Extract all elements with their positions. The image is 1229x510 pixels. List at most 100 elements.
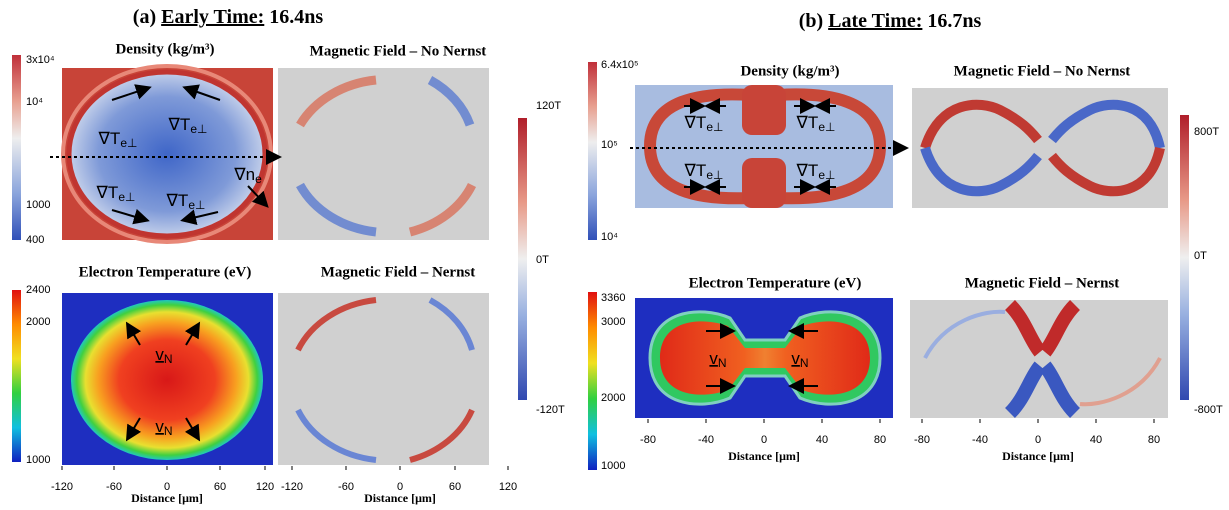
panel-time: 16.4ns: [269, 6, 323, 28]
panel-time: 16.7ns: [927, 10, 981, 32]
annotation: ∇ne: [233, 165, 262, 186]
x-tick-label: 40: [816, 434, 828, 446]
x-tick-label: 60: [214, 481, 226, 493]
colorbar-label: 1000: [26, 199, 50, 211]
temperature-map-a: [62, 293, 273, 465]
annotation-base: ∇T: [168, 115, 191, 134]
annotation-sub: e⊥: [818, 120, 835, 134]
colorbar-label: 3360: [601, 292, 625, 304]
annotation-base: ∇T: [684, 113, 707, 132]
temperature-map-b: [635, 298, 893, 418]
colorbar-label: 6.4x10⁵: [601, 59, 639, 71]
colorbar-label: 3x10⁴: [26, 54, 55, 66]
annotation-sub: e⊥: [706, 120, 723, 134]
colorbar: [588, 62, 597, 240]
x-axis-label: Distance [μm]: [1002, 449, 1074, 463]
panel-heading-text: Early Time:: [161, 6, 264, 28]
colorbar-label: 2000: [26, 316, 50, 328]
annotation-sub: e⊥: [118, 190, 135, 204]
annotation-base: v: [155, 417, 164, 436]
panel-heading: (a) Early Time: 16.4ns: [133, 6, 324, 28]
x-axis-label: Distance [μm]: [364, 491, 436, 505]
annotation-sub: e⊥: [120, 136, 137, 150]
x-tick-label: -40: [698, 434, 714, 446]
x-tick-label: 0: [761, 434, 767, 446]
colorbar: [1180, 115, 1189, 400]
field-map-a-nernst: [278, 293, 489, 465]
annotation: vN: [155, 417, 172, 438]
colorbar-label: 10⁴: [601, 231, 618, 243]
colorbar: [12, 55, 21, 240]
colorbar-label: 1000: [26, 454, 50, 466]
annotation: ∇Te⊥: [98, 129, 138, 150]
colorbar-label: -120T: [536, 404, 565, 416]
annotation-sub: e⊥: [706, 168, 723, 182]
annotation-sub: e⊥: [188, 198, 205, 212]
x-tick-label: 0: [397, 481, 403, 493]
colorbar: [588, 292, 597, 470]
annotation-sub: N: [164, 352, 173, 366]
field-map-a-no-nernst: [278, 68, 489, 240]
colorbar: [518, 118, 527, 400]
field-map-b-no-nernst: [912, 88, 1168, 208]
arrows-a: [111, 84, 269, 442]
subplot-title: Magnetic Field – No Nernst: [310, 43, 487, 59]
annotation-sub: N: [718, 356, 727, 370]
field-map-b-nernst: [910, 300, 1168, 418]
annotation-base: ∇n: [233, 165, 255, 184]
density-map-a: [61, 64, 273, 244]
annotation-sub: N: [164, 424, 173, 438]
x-tick-label: 0: [164, 481, 170, 493]
x-tick-label: 120: [256, 481, 274, 493]
x-tick-label: -120: [51, 481, 73, 493]
x-tick-label: 60: [449, 481, 461, 493]
x-tick-label: -80: [914, 434, 930, 446]
subplot-title: Magnetic Field – No Nernst: [954, 63, 1131, 79]
colorbar: [12, 290, 21, 462]
annotation: ∇Te⊥: [796, 113, 836, 134]
annotation-base: ∇T: [684, 161, 707, 180]
annotation-base: ∇T: [98, 129, 121, 148]
colorbar-label: 10⁴: [26, 96, 43, 108]
colorbar-label: -800T: [1194, 404, 1223, 416]
colorbar-label: 2000: [601, 392, 625, 404]
annotation-sub: e⊥: [190, 122, 207, 136]
annotation-sub: N: [800, 356, 809, 370]
x-tick-label: -120: [281, 481, 303, 493]
annotation: ∇Te⊥: [166, 191, 206, 212]
colorbar-label: 800T: [1194, 126, 1219, 138]
colorbar-label: 120T: [536, 100, 561, 112]
x-tick-label: 80: [1148, 434, 1160, 446]
colorbar-label: 0T: [1194, 250, 1207, 262]
annotation: vN: [709, 349, 726, 370]
annotation-base: v: [709, 349, 718, 368]
panel-heading: (b) Late Time: 16.7ns: [799, 10, 982, 32]
annotation-base: ∇T: [796, 113, 819, 132]
annotation: vN: [155, 345, 172, 366]
arrows-b: [684, 98, 836, 394]
panel-label: (a): [133, 6, 156, 28]
panel-label: (b): [799, 10, 823, 32]
density-map-b: [635, 85, 893, 208]
annotation: ∇Te⊥: [168, 115, 208, 136]
annotation: ∇Te⊥: [684, 161, 724, 182]
subplot-title: Magnetic Field – Nernst: [965, 275, 1120, 291]
colorbar-label: 0T: [536, 254, 549, 266]
colorbar-label: 1000: [601, 460, 625, 472]
annotation: ∇Te⊥: [96, 183, 136, 204]
annotation-sub: e: [255, 172, 262, 186]
x-tick-label: -40: [972, 434, 988, 446]
x-tick-label: 0: [1035, 434, 1041, 446]
x-tick-label: -60: [338, 481, 354, 493]
colorbar-label: 2400: [26, 284, 50, 296]
x-axis-label: Distance [μm]: [131, 491, 203, 505]
x-tick-label: -80: [640, 434, 656, 446]
colorbar-label: 3000: [601, 316, 625, 328]
annotation-base: ∇T: [796, 161, 819, 180]
annotation-sub: e⊥: [818, 168, 835, 182]
x-tick-label: 120: [499, 481, 517, 493]
x-tick-label: -60: [106, 481, 122, 493]
colorbar-label: 10⁵: [601, 139, 618, 151]
annotation-base: ∇T: [166, 191, 189, 210]
annotation: ∇Te⊥: [796, 161, 836, 182]
